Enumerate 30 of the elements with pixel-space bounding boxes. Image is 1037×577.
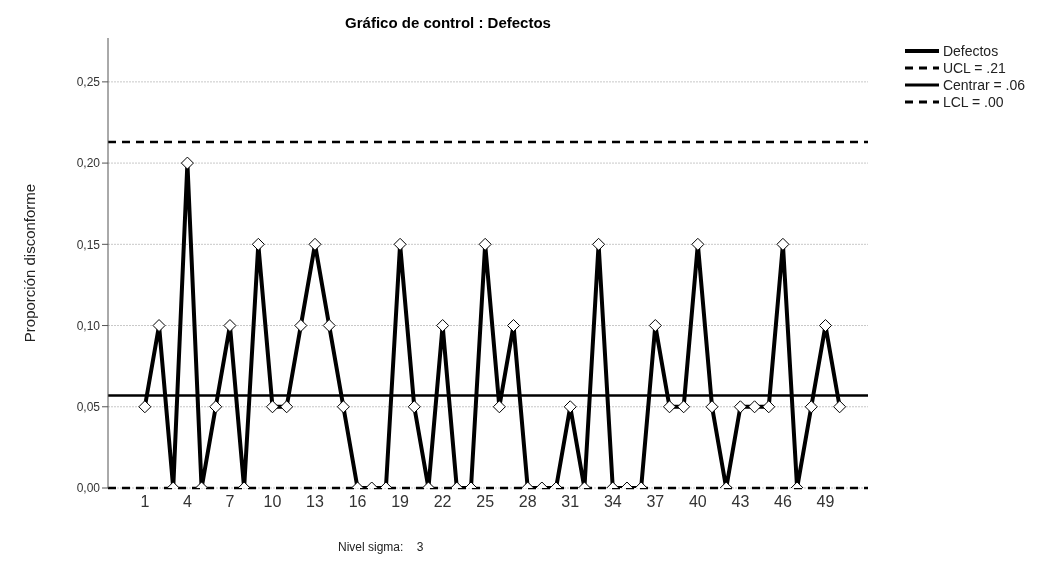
y-tick-label: 0,25 <box>76 75 101 90</box>
legend-label: LCL = .00 <box>942 93 1004 110</box>
x-tick-label: 46 <box>774 493 792 511</box>
x-tick-label: 37 <box>646 493 665 511</box>
y-tick-label: 0,10 <box>76 318 101 333</box>
x-tick-label: 19 <box>391 493 410 511</box>
x-tick-label: 4 <box>182 493 192 511</box>
y-tick-label: 0,15 <box>76 237 101 252</box>
x-tick-label: 13 <box>306 493 325 511</box>
y-tick-label: 0,05 <box>76 400 101 415</box>
x-tick-label: 22 <box>433 493 452 511</box>
legend-label: Centrar = .06 <box>942 76 1025 93</box>
x-tick-label: 10 <box>263 493 282 511</box>
x-tick-label: 43 <box>731 493 750 511</box>
x-tick-label: 28 <box>518 493 537 511</box>
text: Nivel sigma: 3 <box>338 540 424 554</box>
y-axis-title: Proporción disconforme <box>21 183 39 343</box>
x-tick-label: 7 <box>225 493 235 511</box>
x-tick-label: 25 <box>476 493 495 511</box>
chart-title: Gráfico de control : Defectos <box>344 14 552 31</box>
x-tick-label: 16 <box>348 493 367 511</box>
x-tick-label: 49 <box>816 493 835 511</box>
x-tick-label: 40 <box>688 493 707 511</box>
y-tick-label: 0,00 <box>76 481 101 496</box>
x-tick-label: 1 <box>140 493 150 511</box>
legend-label: Defectos <box>942 42 999 59</box>
x-tick-label: 34 <box>603 493 622 511</box>
x-tick-label: 31 <box>561 493 580 511</box>
y-tick-label: 0,20 <box>76 156 101 171</box>
legend-label: UCL = .21 <box>942 59 1006 76</box>
